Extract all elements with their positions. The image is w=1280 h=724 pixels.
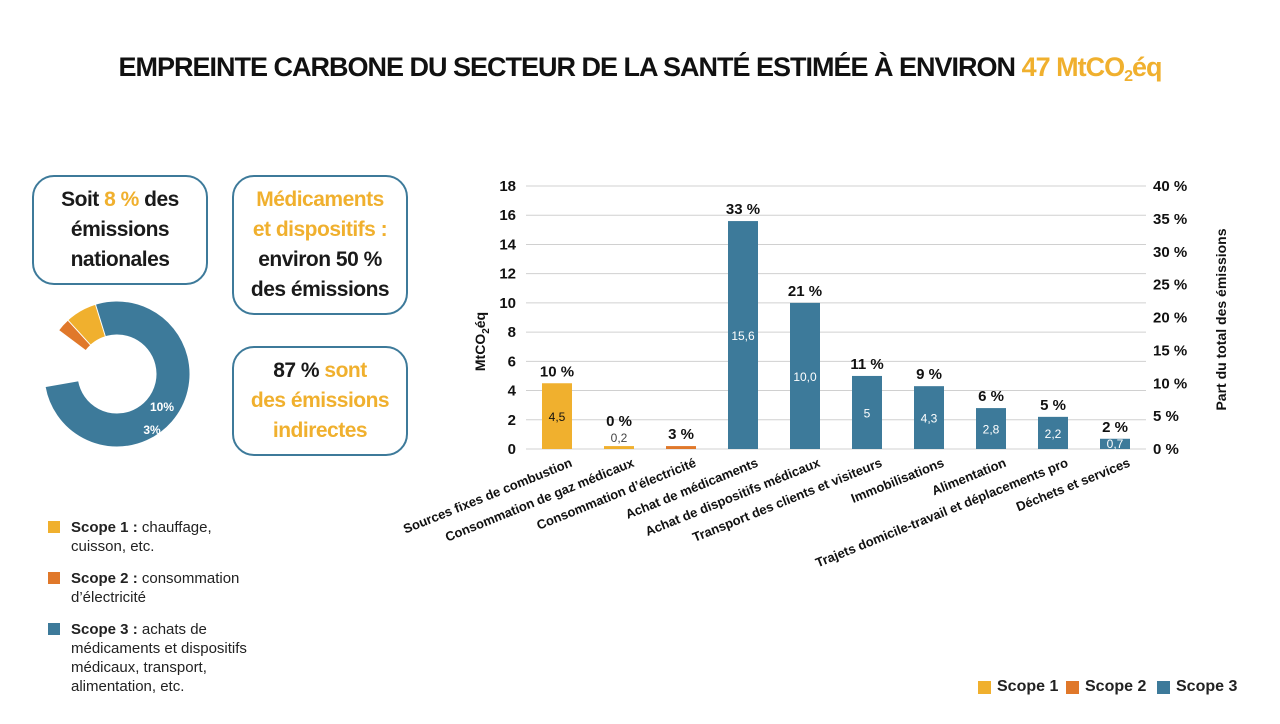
scope-donut-chart: 87%10%3% <box>44 300 191 448</box>
y2-tick-label: 30 % <box>1153 244 1187 261</box>
bar-value-label: 0,2 <box>673 432 690 446</box>
bar-percent-label: 5 % <box>1040 397 1066 414</box>
y2-tick-label: 10 % <box>1153 375 1187 392</box>
bar-percent-label: 10 % <box>540 363 574 380</box>
legend-bottom-scope2: Scope 2 <box>1066 677 1146 697</box>
bar <box>1100 438 1130 449</box>
bar-percent-label: 3 % <box>668 426 694 443</box>
y-tick-label: 2 <box>508 412 516 429</box>
bar-value-label: 0,7 <box>1107 437 1124 451</box>
scope2-swatch <box>48 572 60 584</box>
bar-value-label: 0,2 <box>611 431 628 445</box>
donut-slice-label: 10% <box>150 400 174 414</box>
bar <box>1038 416 1068 449</box>
legend-item-scope2: Scope 2 : consommation d’électricité <box>48 569 268 607</box>
y2-tick-label: 40 % <box>1153 178 1187 195</box>
y2-tick-label: 0 % <box>1153 441 1179 458</box>
bar-percent-label: 9 % <box>916 366 942 383</box>
bar <box>790 302 820 449</box>
y2-tick-label: 15 % <box>1153 342 1187 359</box>
bar-value-label: 4,3 <box>921 412 938 426</box>
legend-bottom-scope1: Scope 1 <box>978 677 1058 697</box>
bar-percent-label: 2 % <box>1102 419 1128 436</box>
bar-value-label: 10,0 <box>793 370 817 384</box>
y2-tick-label: 20 % <box>1153 310 1187 327</box>
medicines-share-box: Médicaments et dispositifs : environ 50 … <box>232 175 408 315</box>
y-tick-label: 4 <box>508 383 517 400</box>
y-tick-label: 0 <box>508 441 516 458</box>
national-share-box: Soit 8 % des émissions nationales <box>32 175 208 285</box>
y-tick-label: 16 <box>499 207 516 224</box>
y-tick-label: 6 <box>508 353 516 370</box>
scope3-swatch <box>48 623 60 635</box>
legend-bottom-scope3: Scope 3 <box>1157 677 1237 697</box>
scope1-swatch <box>48 521 60 533</box>
donut-slice-scope2 <box>57 319 92 352</box>
y-tick-label: 14 <box>499 236 516 253</box>
bar-value-label: 15,6 <box>731 329 755 343</box>
bar <box>604 446 634 449</box>
y-tick-label: 8 <box>508 324 516 341</box>
scope3-swatch <box>1157 680 1170 694</box>
bar-value-label: 2,2 <box>1045 427 1062 441</box>
bar <box>976 408 1006 449</box>
bar-percent-label: 0 % <box>606 413 632 430</box>
legend-item-scope1: Scope 1 : chauffage, cuisson, etc. <box>48 518 268 556</box>
y-axis-label: MtCO2éq <box>472 312 492 371</box>
bar-percent-label: 6 % <box>978 388 1004 405</box>
bar <box>542 383 572 449</box>
y-tick-label: 10 <box>499 295 516 312</box>
bar <box>666 446 696 449</box>
bar <box>914 386 944 449</box>
x-tick-label: Déchets et services <box>1014 455 1132 514</box>
scope2-swatch <box>1066 680 1079 694</box>
bar-value-label: 4,5 <box>549 410 566 424</box>
bar <box>852 375 882 449</box>
bar-value-label: 2,8 <box>983 423 1000 437</box>
y2-axis-label: Part du total des émissions <box>1213 228 1229 410</box>
y2-tick-label: 25 % <box>1153 277 1187 294</box>
donut-slice-label: 3% <box>143 423 161 437</box>
bar <box>728 221 758 449</box>
y2-tick-label: 35 % <box>1153 211 1187 228</box>
y-tick-label: 12 <box>499 266 516 283</box>
page-title: EMPREINTE CARBONE DU SECTEUR DE LA SANTÉ… <box>118 52 1162 85</box>
indirect-share-box: 87 % sont des émissions indirectes <box>232 346 408 456</box>
bar-value-label: 5 <box>864 406 871 420</box>
bar-percent-label: 11 % <box>850 356 883 373</box>
bar-percent-label: 33 % <box>726 201 760 218</box>
bar-percent-label: 21 % <box>788 283 822 300</box>
y-tick-label: 18 <box>499 178 516 195</box>
scope1-swatch <box>978 680 991 694</box>
legend-item-scope3: Scope 3 : achats de médicaments et dispos… <box>48 620 268 696</box>
y2-tick-label: 5 % <box>1153 408 1179 425</box>
